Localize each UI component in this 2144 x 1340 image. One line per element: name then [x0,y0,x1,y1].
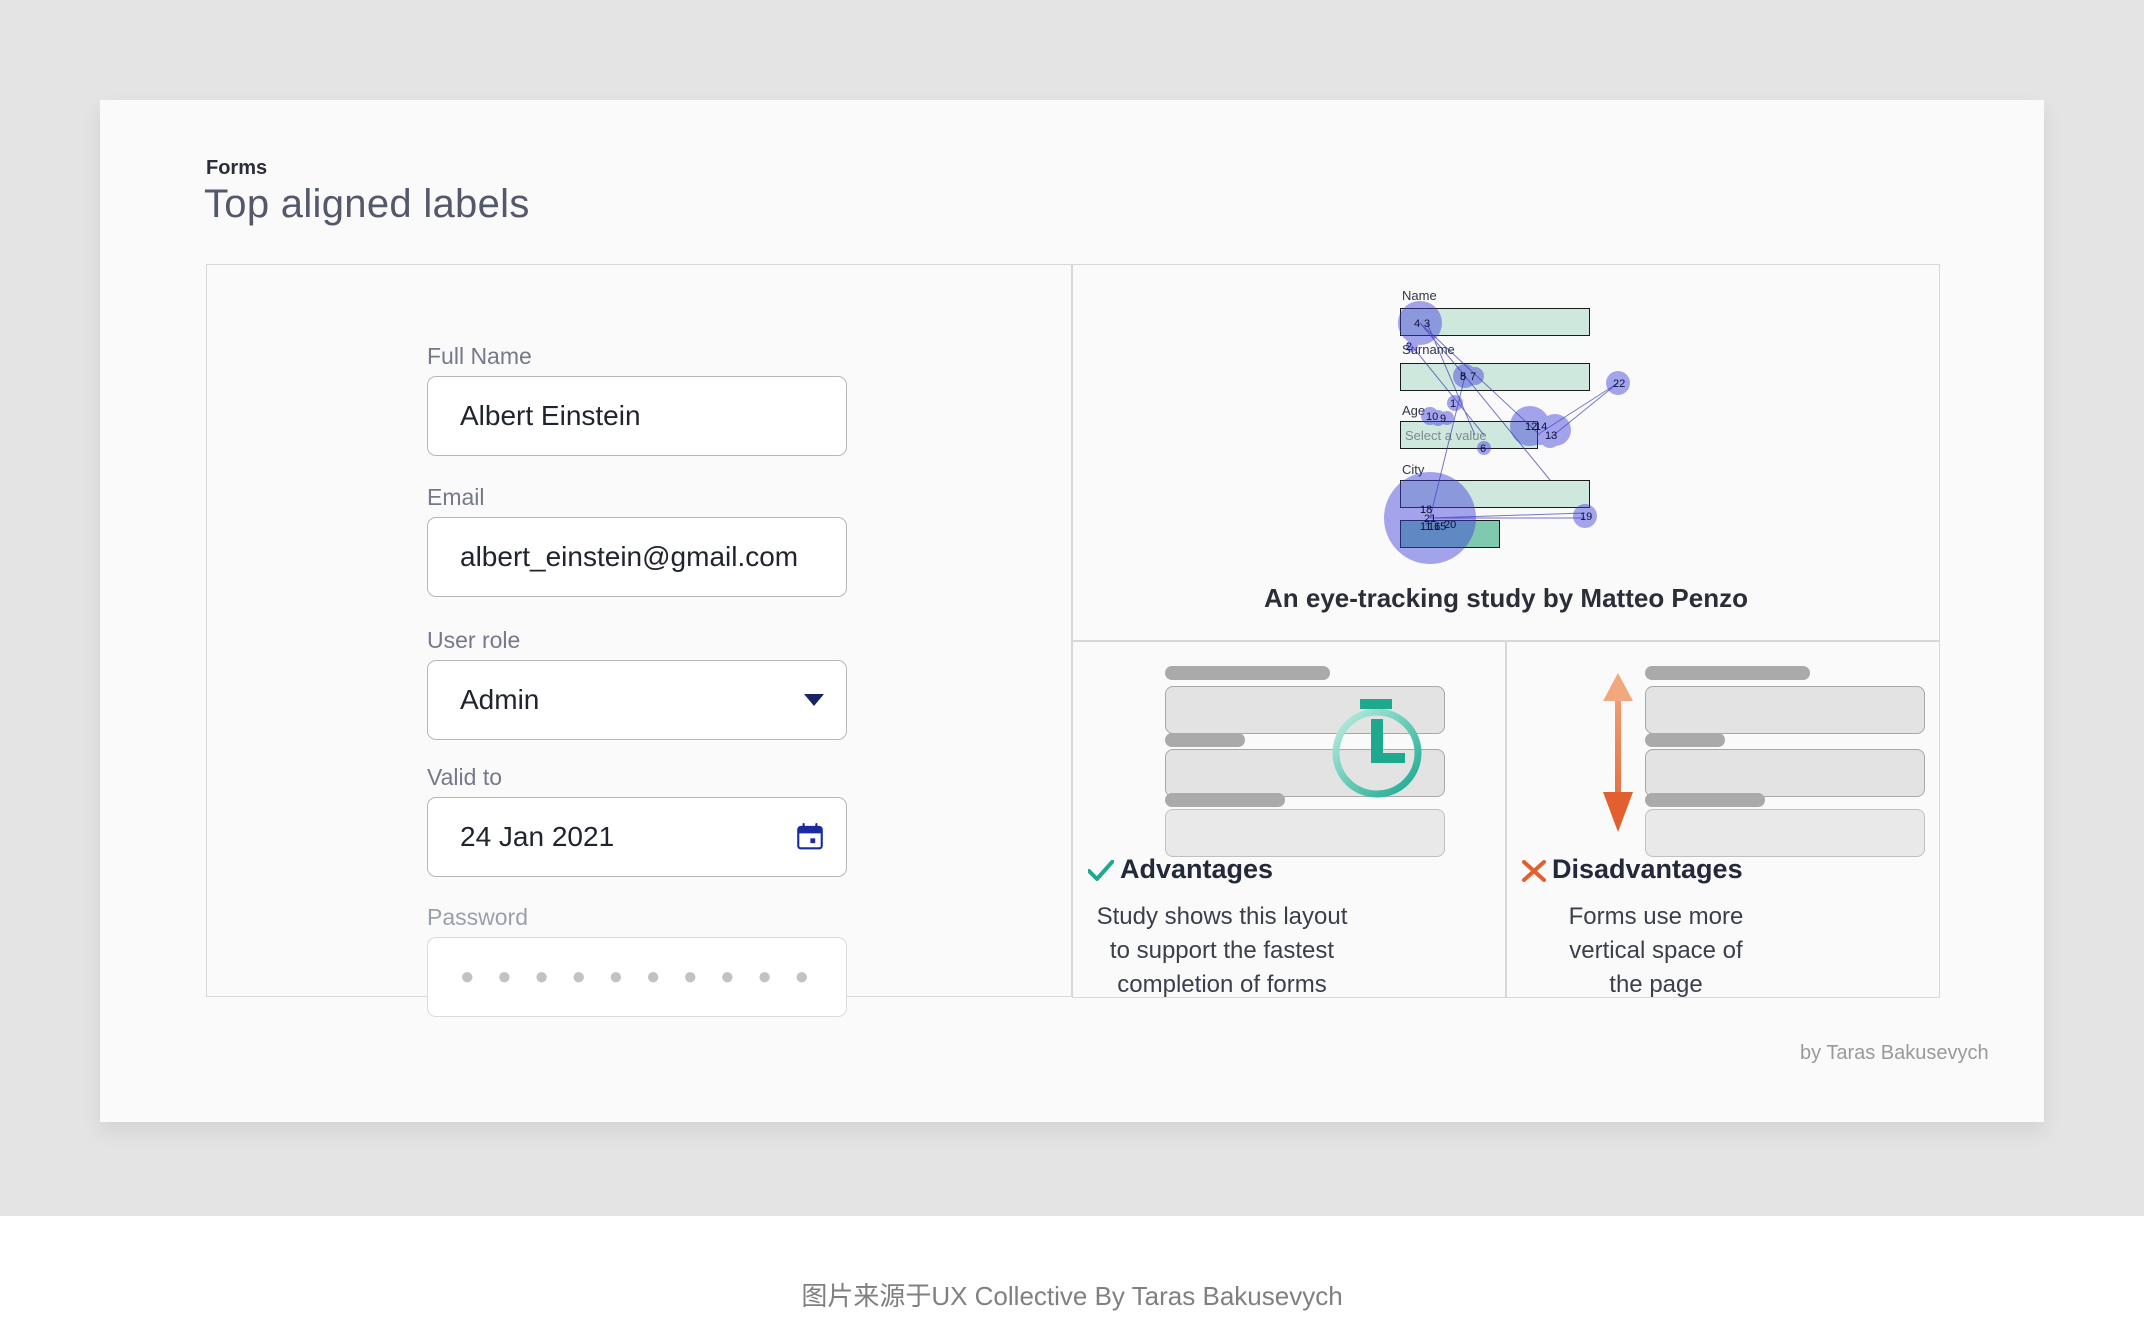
svg-text:3: 3 [1424,318,1430,330]
svg-text:20: 20 [1444,519,1456,531]
svg-text:2: 2 [1406,341,1412,353]
svg-text:10: 10 [1426,411,1438,423]
svg-text:19: 19 [1580,511,1592,523]
svg-text:22: 22 [1613,378,1625,390]
svg-text:1: 1 [1450,398,1456,410]
svg-text:4: 4 [1414,318,1420,330]
svg-text:6: 6 [1480,443,1486,455]
svg-text:5: 5 [1460,371,1466,383]
svg-text:7: 7 [1470,371,1476,383]
svg-text:9: 9 [1440,413,1446,425]
svg-text:13: 13 [1545,430,1557,442]
